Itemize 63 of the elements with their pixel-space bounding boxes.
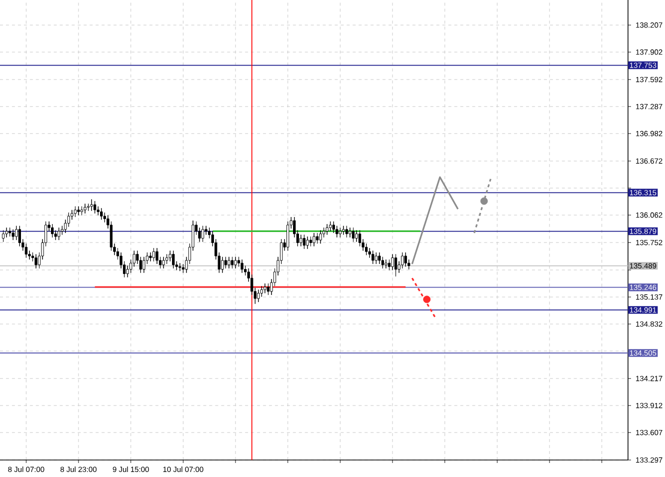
candlestick bbox=[394, 254, 398, 277]
candlestick bbox=[201, 226, 204, 242]
candlestick bbox=[286, 221, 290, 251]
candlestick bbox=[266, 283, 270, 296]
candlestick bbox=[342, 226, 345, 235]
candlestick bbox=[58, 227, 60, 240]
candlestick bbox=[352, 227, 355, 242]
candlestick bbox=[228, 256, 230, 269]
candlestick bbox=[80, 206, 84, 216]
candlestick bbox=[312, 232, 316, 246]
candlestick bbox=[77, 206, 80, 216]
candlestick bbox=[326, 224, 328, 235]
candlestick bbox=[264, 283, 266, 294]
candlestick bbox=[100, 208, 103, 220]
candlestick bbox=[345, 226, 348, 238]
candlestick bbox=[12, 229, 14, 240]
candlestick bbox=[156, 248, 158, 264]
candlestick bbox=[5, 227, 8, 238]
candlestick bbox=[300, 234, 302, 246]
candlestick bbox=[94, 200, 96, 214]
candlestick bbox=[24, 243, 28, 258]
candlestick bbox=[221, 256, 224, 274]
candlestick bbox=[329, 221, 332, 232]
candlestick bbox=[306, 236, 309, 250]
candlestick bbox=[240, 259, 244, 274]
candlestick bbox=[84, 203, 86, 214]
candlestick bbox=[309, 236, 312, 246]
candlestick bbox=[149, 252, 152, 262]
candlestick bbox=[384, 259, 388, 269]
candlestick bbox=[165, 254, 168, 264]
candlestick bbox=[152, 248, 156, 262]
candlestick bbox=[178, 262, 182, 272]
candlestick bbox=[400, 252, 404, 269]
candlestick bbox=[2, 230, 5, 242]
candlestick bbox=[404, 252, 407, 267]
candlestick bbox=[316, 232, 319, 244]
candlestick bbox=[86, 203, 90, 212]
candlestick bbox=[234, 256, 237, 269]
candlestick bbox=[230, 256, 234, 269]
candlestick bbox=[257, 289, 260, 302]
candlestick bbox=[381, 256, 384, 269]
candlestick bbox=[336, 226, 338, 238]
candlestick bbox=[18, 226, 21, 246]
candlestick bbox=[224, 256, 228, 269]
candlestick bbox=[162, 256, 165, 269]
candlestick bbox=[358, 230, 362, 246]
candlestick bbox=[90, 199, 93, 212]
candlestick bbox=[332, 221, 335, 234]
candlestick bbox=[34, 254, 38, 269]
candlestick bbox=[172, 250, 175, 269]
candlestick bbox=[338, 227, 342, 238]
candlestick bbox=[142, 256, 146, 274]
candlestick bbox=[302, 234, 306, 250]
candlestick bbox=[374, 252, 378, 264]
candlestick bbox=[372, 250, 374, 264]
candlestick bbox=[51, 224, 54, 238]
candlestick bbox=[319, 230, 322, 244]
candlestick bbox=[74, 206, 77, 218]
candlestick bbox=[348, 227, 352, 238]
candlestick bbox=[355, 230, 358, 242]
candlestick bbox=[378, 252, 381, 264]
candlestick bbox=[8, 227, 12, 237]
candlestick bbox=[365, 243, 368, 256]
